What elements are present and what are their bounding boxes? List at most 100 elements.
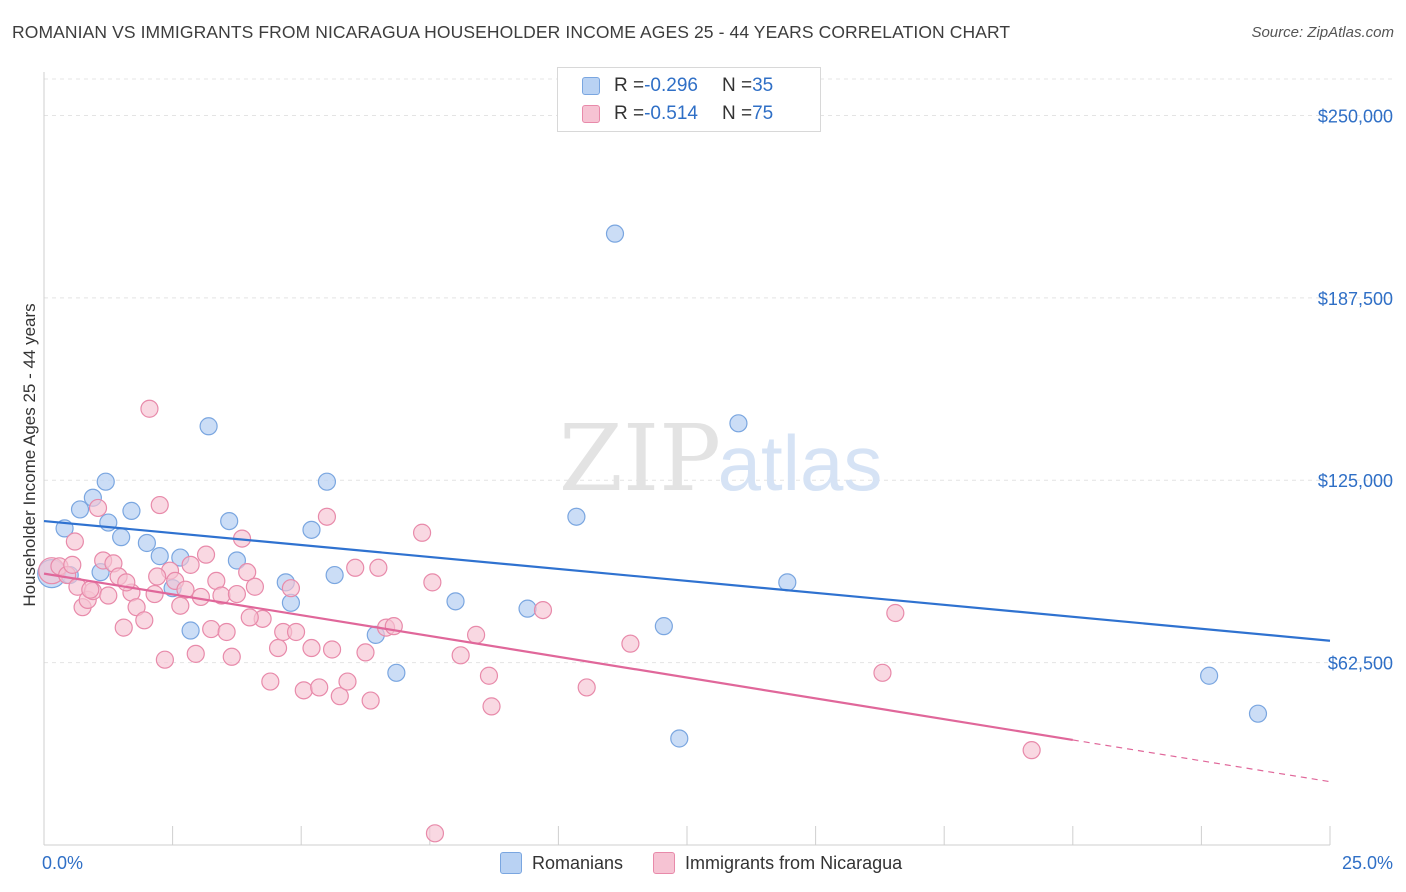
romanians-point — [670, 729, 689, 748]
nicaragua-point — [240, 608, 259, 627]
romanians-point — [729, 414, 748, 433]
nicaragua-point — [330, 687, 349, 706]
nicaragua-point — [423, 573, 442, 592]
nicaragua-point — [482, 697, 501, 716]
romanians-point — [446, 592, 465, 611]
series-legend-nicaragua[interactable]: Immigrants from Nicaragua — [653, 852, 902, 874]
nicaragua-point — [171, 596, 190, 615]
y-tick-label: $125,000 — [1318, 471, 1393, 491]
romanians-point — [227, 551, 246, 570]
nicaragua-point — [425, 824, 445, 843]
nicaragua-point — [196, 545, 216, 564]
nicaragua-point — [186, 644, 205, 663]
nicaragua-point — [65, 532, 84, 551]
nicaragua-point — [238, 563, 257, 582]
romanians-point — [150, 547, 169, 566]
nicaragua-point — [81, 580, 100, 599]
legend-n-label: N = — [721, 75, 753, 96]
nicaragua-point — [369, 558, 388, 577]
nicaragua-point — [176, 580, 195, 599]
series-legend-romanians[interactable]: Romanians — [500, 852, 623, 874]
nicaragua-point — [621, 634, 640, 653]
romanians-point — [518, 599, 537, 618]
romanians-point — [1200, 666, 1219, 685]
nicaragua-point — [317, 507, 337, 526]
y-tick-label: $250,000 — [1318, 106, 1393, 126]
legend-n-value-nicaragua: 75 — [752, 103, 774, 124]
romanians-point — [96, 472, 115, 491]
nicaragua-point — [99, 586, 118, 605]
nicaragua-point — [302, 638, 321, 658]
romanians-point — [137, 533, 156, 553]
y-tick-label: $187,500 — [1318, 289, 1393, 309]
nicaragua-point — [217, 622, 236, 642]
legend-r-label: R = — [614, 103, 645, 124]
nicaragua-point — [451, 646, 470, 665]
romanians-point — [605, 224, 625, 243]
nicaragua-point — [63, 555, 82, 574]
series-label-romanians: Romanians — [532, 852, 624, 873]
nicaragua-trend-extension — [1072, 739, 1331, 783]
nicaragua-point — [356, 643, 375, 662]
series-legend: Romanians Immigrants from Nicaragua — [500, 852, 932, 874]
x-tick-label: 25.0% — [1342, 853, 1393, 873]
legend-swatch-nicaragua — [582, 105, 600, 123]
nicaragua-point — [886, 603, 905, 623]
watermark-zip: ZIP — [559, 405, 721, 512]
nicaragua-point — [873, 663, 892, 682]
trend-lines — [43, 519, 1331, 783]
romanians-point — [778, 573, 797, 592]
nicaragua-point — [294, 681, 313, 700]
correlation-legend: R = -0.296 N = 35 R = -0.514 N = 75 — [557, 67, 821, 132]
nicaragua-point — [466, 625, 486, 644]
nicaragua-point — [88, 498, 108, 518]
chart-title: ROMANIAN VS IMMIGRANTS FROM NICARAGUA HO… — [12, 22, 1011, 42]
nicaragua-point — [286, 622, 306, 642]
romanians-point — [567, 507, 586, 526]
series-swatch-romanians — [500, 852, 522, 874]
legend-row-romanians: R = -0.296 N = 35 — [582, 73, 773, 99]
tick-labels: $62,500 $125,000 $187,500 $250,000 0.0% 25.0% — [42, 106, 1393, 873]
watermark-atlas: atlas — [718, 419, 883, 507]
y-axis-label: Householder Income Ages 25 - 44 years — [20, 303, 39, 607]
romanians-point — [302, 520, 321, 539]
nicaragua-point — [577, 678, 596, 697]
nicaragua-point — [148, 567, 167, 586]
nicaragua-point — [310, 678, 329, 697]
nicaragua-point — [338, 672, 357, 691]
nicaragua-point — [412, 523, 432, 542]
romanians-point — [387, 663, 406, 682]
nicaragua-point — [155, 650, 174, 669]
legend-r-value-romanians: -0.296 — [644, 75, 698, 96]
romanians-point — [181, 621, 200, 640]
romanians-trend-line — [43, 519, 1331, 642]
romanians-point — [325, 565, 344, 585]
legend-swatch-romanians — [582, 77, 600, 95]
legend-n-label: N = — [721, 103, 753, 124]
legend-row-nicaragua: R = -0.514 N = 75 — [582, 101, 773, 127]
romanians-point — [199, 417, 218, 436]
y-tick-label: $62,500 — [1328, 654, 1393, 674]
nicaragua-point — [145, 584, 164, 604]
nicaragua-points — [38, 399, 1041, 843]
romanians-point — [112, 528, 131, 547]
x-tick-label: 0.0% — [42, 853, 83, 873]
nicaragua-point — [1022, 741, 1041, 760]
nicaragua-point — [245, 577, 265, 596]
romanians-point — [1248, 704, 1268, 723]
romanians-point — [654, 617, 673, 636]
series-swatch-nicaragua — [653, 852, 676, 874]
romanians-point — [122, 501, 141, 520]
legend-n-value-romanians: 35 — [752, 75, 774, 96]
nicaragua-point — [114, 618, 133, 637]
chart-source: Source: ZipAtlas.com — [1251, 24, 1394, 41]
series-label-nicaragua: Immigrants from Nicaragua — [685, 852, 903, 873]
nicaragua-point — [150, 495, 169, 515]
nicaragua-point — [261, 672, 280, 691]
nicaragua-point — [135, 611, 154, 630]
nicaragua-point — [202, 619, 221, 639]
nicaragua-point — [181, 555, 200, 574]
nicaragua-point — [361, 691, 380, 710]
legend-r-value-nicaragua: -0.514 — [644, 103, 698, 124]
